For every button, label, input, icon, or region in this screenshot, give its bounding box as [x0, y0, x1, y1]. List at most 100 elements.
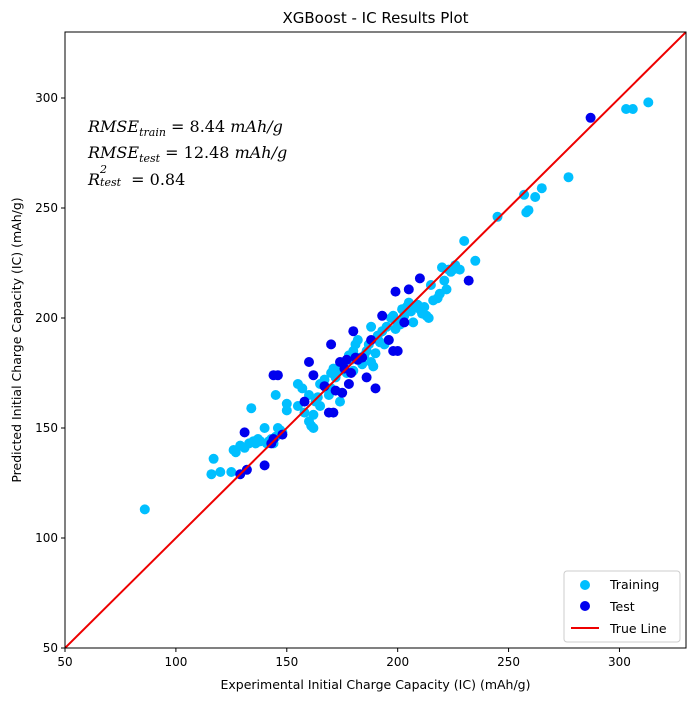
test-point: [383, 335, 394, 345]
rmse-train-value: 8.44: [189, 117, 226, 136]
training-point: [246, 403, 257, 414]
test-point: [326, 339, 337, 350]
test-point: [585, 112, 596, 123]
test-point: [377, 310, 388, 321]
training-point: [335, 396, 345, 407]
test-point: [277, 429, 288, 440]
rmse-test-equals: =: [165, 143, 179, 162]
axis-ticks: 50 100 150 200 250 300 50 100 150 200 250 300: [35, 91, 631, 669]
rmse-train-subscript: train: [139, 126, 166, 140]
training-point: [370, 348, 381, 359]
training-point: [470, 255, 481, 266]
rmse-test-subscript: test: [139, 152, 161, 166]
test-point: [259, 460, 270, 471]
training-point: [519, 189, 530, 200]
training-point: [419, 302, 430, 312]
rmse-train-equals: =: [171, 117, 185, 136]
x-tick-label: 300: [608, 655, 631, 669]
x-axis-label: Experimental Initial Charge Capacity (IC…: [220, 677, 530, 692]
test-point: [241, 464, 252, 475]
training-point: [523, 205, 534, 216]
test-point: [414, 273, 425, 284]
test-point: [403, 284, 414, 295]
y-tick-label: 200: [35, 311, 58, 325]
series-training: [139, 97, 654, 515]
training-point: [226, 467, 237, 477]
training-point: [139, 504, 150, 515]
test-point: [308, 370, 319, 381]
test-point: [337, 387, 348, 398]
legend-training-label: Training: [609, 577, 659, 592]
training-point: [423, 313, 434, 323]
test-point: [361, 372, 372, 383]
test-point: [343, 379, 354, 389]
training-point: [366, 321, 377, 332]
rmse-test-label: RMSE: [88, 143, 140, 162]
legend-box: [563, 570, 681, 643]
legend: Training Test True Line: [563, 570, 681, 643]
training-point: [381, 321, 392, 332]
test-point: [463, 275, 474, 286]
training-point: [530, 192, 541, 202]
x-tick-label: 50: [57, 655, 72, 669]
r2-test-annotation: R 2 test = 0.84: [88, 163, 186, 189]
y-tick-label: 100: [35, 531, 58, 545]
test-point: [399, 317, 410, 328]
training-point: [408, 317, 419, 328]
test-point: [348, 326, 359, 337]
test-point: [328, 407, 339, 418]
training-point: [492, 211, 503, 222]
training-point: [439, 275, 450, 286]
chart-title: XGBoost - IC Results Plot: [282, 9, 468, 27]
training-point: [368, 361, 379, 372]
test-point: [390, 286, 401, 297]
rmse-train-annotation: RMSEtrain = 8.44 mAh/g: [88, 119, 283, 141]
x-tick-label: 200: [386, 655, 409, 669]
test-point: [272, 370, 283, 381]
y-tick-label: 300: [35, 91, 58, 105]
rmse-train-label: RMSE: [88, 117, 140, 136]
training-point: [315, 401, 326, 411]
training-point: [299, 407, 310, 418]
training-point: [308, 423, 319, 433]
training-point: [454, 264, 465, 275]
training-point: [259, 423, 270, 433]
series-test: [235, 112, 596, 480]
y-tick-label: 250: [35, 201, 58, 215]
x-tick-label: 150: [275, 655, 298, 669]
x-tick-label: 100: [164, 655, 187, 669]
rmse-test-value: 12.48: [183, 143, 230, 162]
r2-subscript: test: [100, 176, 122, 189]
training-point: [206, 469, 217, 480]
training-point: [459, 236, 470, 246]
legend-true-line-label: True Line: [609, 621, 667, 636]
training-point: [627, 104, 638, 114]
y-tick-label: 50: [43, 641, 58, 655]
test-point: [239, 427, 250, 438]
rmse-test-annotation: RMSEtest = 12.48 mAh/g: [88, 145, 287, 167]
test-point: [304, 357, 314, 367]
legend-test-marker: [580, 601, 590, 611]
test-point: [341, 354, 352, 365]
true-line: [65, 32, 686, 648]
legend-training-marker: [580, 580, 590, 590]
r2-superscript: 2: [100, 163, 108, 176]
rmse-train-unit: mAh/g: [230, 117, 283, 136]
test-point: [392, 346, 403, 356]
x-tick-label: 250: [497, 655, 520, 669]
test-point: [370, 383, 381, 394]
training-point: [297, 383, 308, 394]
r2-label: R: [88, 170, 101, 189]
plot-area: [65, 32, 686, 648]
training-point: [563, 172, 574, 183]
training-point: [208, 453, 219, 464]
rmse-test-unit: mAh/g: [234, 143, 288, 162]
training-point: [215, 467, 226, 477]
training-point: [281, 405, 292, 416]
test-point: [268, 434, 279, 444]
r2-value: 0.84: [149, 170, 186, 189]
plot-frame: [64, 31, 687, 649]
test-point: [299, 396, 310, 407]
training-point: [308, 409, 319, 420]
